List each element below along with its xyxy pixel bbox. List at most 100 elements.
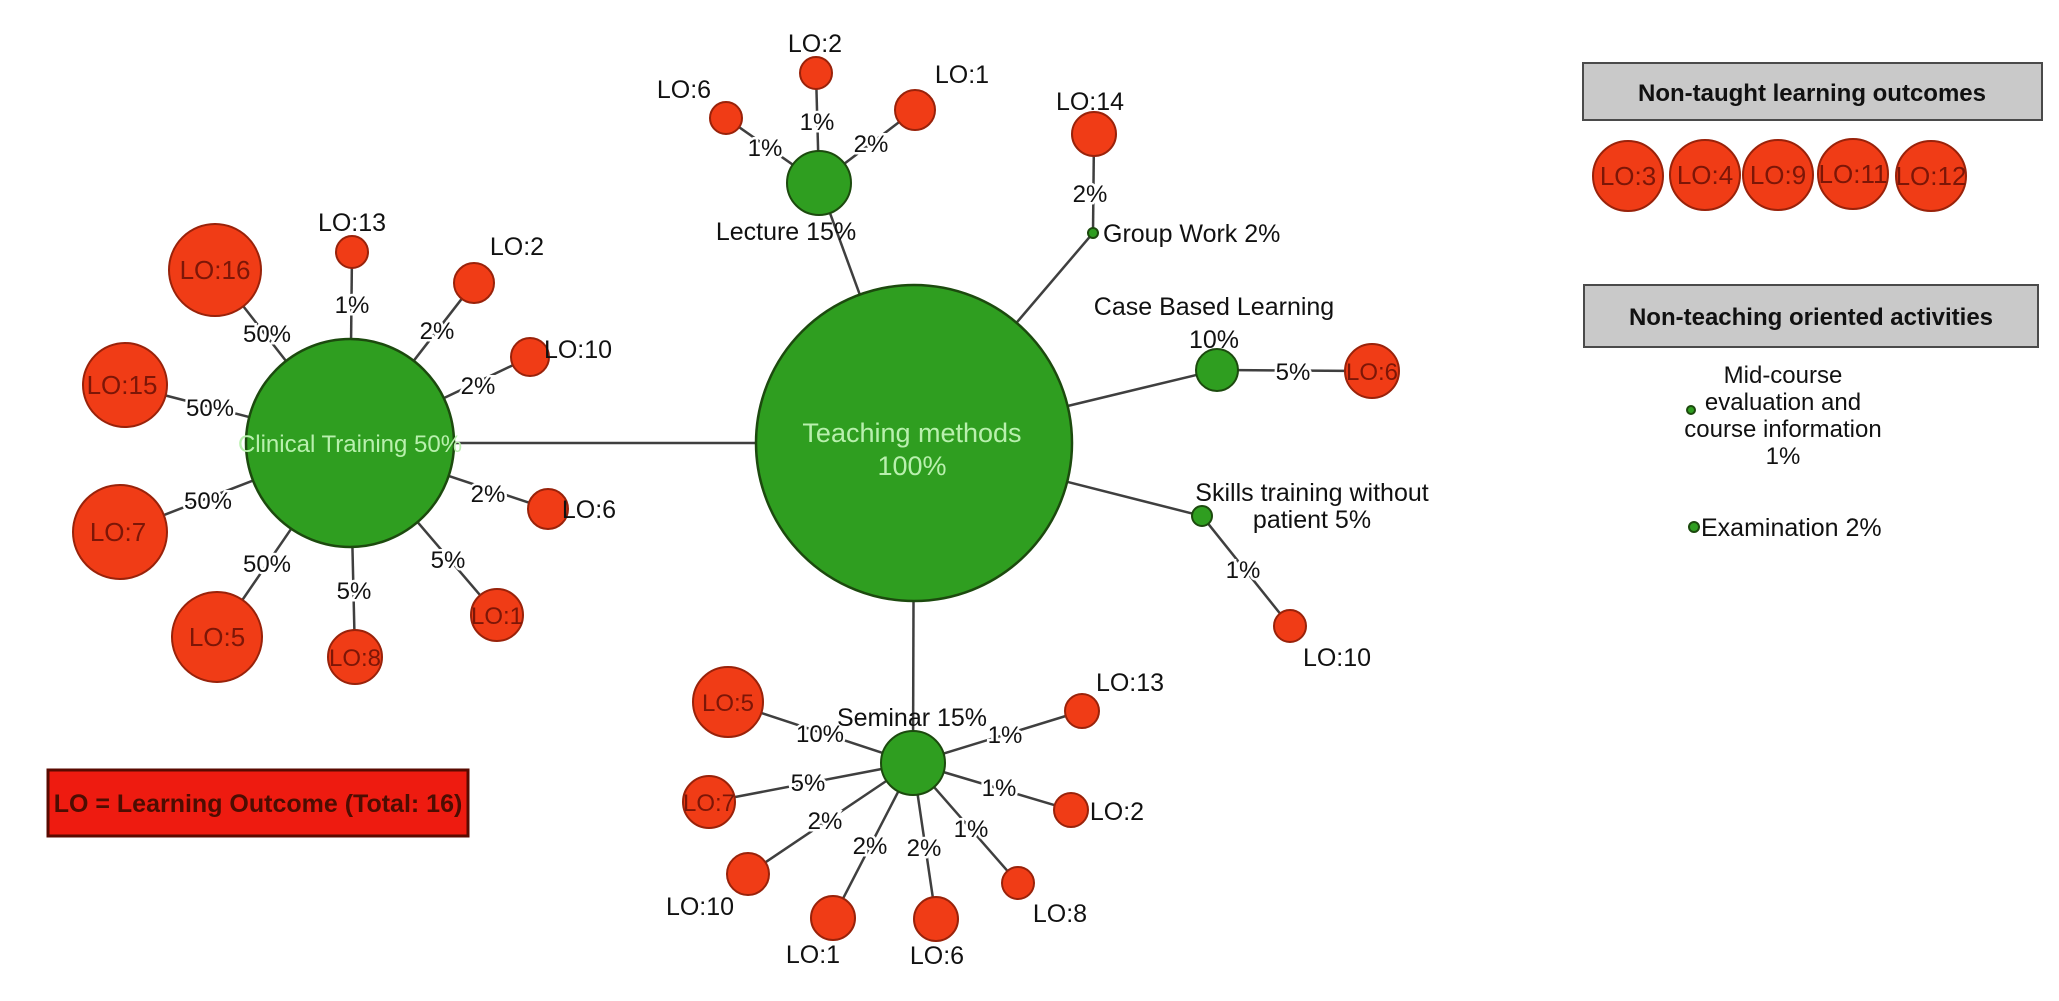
non-teaching-header-box	[1583, 284, 2039, 348]
node-label-midcourse: 1%	[1766, 443, 1801, 470]
node-label-lo13_s: LO:13	[1096, 669, 1164, 697]
edge-lecture-lo2_l	[815, 88, 820, 152]
node-label-lo3_p: LO:3	[1600, 161, 1656, 191]
node-label-lo4_p: LO:4	[1677, 160, 1733, 190]
edge-label-clinical-lo2_c: 2%	[420, 318, 455, 345]
edge-label-seminar-lo2_s: 1%	[982, 775, 1017, 802]
node-lo1_l	[894, 89, 936, 131]
edge-clinical-lo16	[242, 305, 288, 362]
node-lo4_p	[1669, 139, 1741, 211]
edge-label-cbl-lo6_cbl: 5%	[1276, 359, 1311, 386]
node-lo12_p	[1895, 140, 1967, 212]
node-lo6_cbl	[1344, 343, 1400, 399]
node-label-seminar: Seminar 15%	[837, 704, 987, 732]
edge-seminar-lo5_s	[760, 711, 884, 755]
edge-label-seminar-lo5_s: 10%	[796, 721, 844, 748]
node-label-lo8: LO:8	[329, 645, 381, 672]
node-label-skills: patient 5%	[1253, 506, 1371, 534]
node-lo1_c	[470, 588, 524, 642]
non-taught-header-box	[1582, 62, 2043, 121]
node-lo14	[1071, 111, 1117, 157]
node-label-lo13_c: LO:13	[318, 209, 386, 237]
node-label-lo12_p: LO:12	[1896, 161, 1967, 191]
node-lo1_s	[810, 895, 856, 941]
edge-label-clinical-lo15: 50%	[186, 395, 234, 422]
node-midcourse	[1686, 405, 1696, 415]
node-label-lo6_l: LO:6	[657, 76, 711, 104]
node-cbl	[1195, 348, 1239, 392]
node-label-lo10_s: LO:10	[1303, 644, 1371, 672]
node-label-lo7: LO:7	[90, 517, 146, 547]
node-lo10_sem	[726, 852, 770, 896]
edge-seminar-lo8_s	[933, 786, 1009, 872]
node-lo13_s	[1064, 693, 1100, 729]
node-label-lo1_s: LO:1	[786, 941, 840, 969]
node-lo5_s	[692, 666, 764, 738]
node-lo2_s	[1053, 792, 1089, 828]
node-lo10_s	[1273, 609, 1307, 643]
node-lo11_p	[1817, 138, 1889, 210]
node-label-lo10_sem: LO:10	[666, 893, 734, 921]
node-label-skills: Skills training without	[1195, 479, 1428, 507]
panel-non-taught: Non-taught learning outcomes	[1582, 62, 2043, 121]
edge-label-seminar-lo7_s: 5%	[791, 770, 826, 797]
edge-clinical-lo2_c	[412, 298, 463, 362]
node-skills	[1191, 505, 1213, 527]
legend-label: LO = Learning Outcome (Total: 16)	[54, 790, 463, 818]
node-label-lo16: LO:16	[180, 255, 251, 285]
edge-clinical-lo13_c	[349, 267, 354, 340]
node-label-groupwork: Group Work 2%	[1103, 220, 1280, 248]
edge-label-clinical-lo10_c: 2%	[461, 373, 496, 400]
node-teaching	[754, 283, 1074, 603]
edge-clinical-lo10_c	[443, 364, 514, 400]
edge-seminar-lo2_s	[943, 770, 1056, 807]
labels-layer: 50% 1% 2% 2% 50% 50% 50% 5% 5% 2% 1% 1% 2% 2% 5% 1% 10% 5…	[87, 30, 1967, 970]
node-label-exam: Examination 2%	[1701, 514, 1882, 542]
node-label-lo15: LO:15	[87, 370, 158, 400]
node-lo10_c	[510, 337, 550, 377]
panel-non-teaching: Non-teaching oriented activities	[1583, 284, 2039, 348]
edge-label-lecture-lo6_l: 1%	[748, 135, 783, 162]
node-label-lo14: LO:14	[1056, 88, 1124, 116]
node-lecture	[786, 150, 852, 216]
edge-seminar-lo6_s	[916, 794, 935, 898]
node-label-lo5_s: LO:5	[702, 690, 754, 717]
edge-label-lecture-lo1_l: 2%	[854, 131, 889, 158]
node-lo8	[327, 629, 383, 685]
node-label-lo2_c: LO:2	[490, 233, 544, 261]
node-label-midcourse: course information	[1684, 416, 1881, 443]
node-clinical	[244, 337, 456, 549]
node-lo13_c	[335, 235, 369, 269]
node-label-lo6_cbl: LO:6	[1346, 359, 1398, 386]
node-label-teaching: 100%	[877, 451, 946, 481]
node-lo2_l	[799, 56, 833, 90]
edge-label-clinical-lo13_c: 1%	[335, 292, 370, 319]
node-label-lo10_c: LO:10	[544, 336, 612, 364]
node-lo6_s	[913, 896, 959, 942]
edge-clinical-lo15	[165, 394, 250, 419]
edge-label-seminar-lo8_s: 1%	[954, 816, 989, 843]
edge-lecture-lo1_l	[843, 121, 900, 165]
node-label-cbl: Case Based Learning	[1094, 293, 1334, 321]
node-label-lo1_l: LO:1	[935, 61, 989, 89]
edge-label-clinical-lo5: 50%	[243, 551, 291, 578]
edges-layer	[163, 88, 1346, 900]
edge-teaching-skills	[1066, 480, 1193, 515]
edge-label-seminar-lo13_s: 1%	[988, 722, 1023, 749]
edge-label-groupwork-lo14: 2%	[1073, 181, 1108, 208]
node-lo5	[171, 591, 263, 683]
node-label-teaching: Teaching methods	[802, 418, 1021, 448]
edge-teaching-cbl	[1067, 373, 1197, 408]
node-label-lo8_s: LO:8	[1033, 900, 1087, 928]
edge-label-clinical-lo16: 50%	[243, 321, 291, 348]
edge-clinical-lo8	[351, 546, 356, 631]
edge-label-seminar-lo1_s: 2%	[853, 833, 888, 860]
node-lo9_p	[1742, 139, 1814, 211]
node-groupwork	[1087, 227, 1099, 239]
edge-clinical-lo6_c	[448, 474, 530, 504]
edge-teaching-groupwork	[1015, 235, 1091, 324]
node-label-midcourse: Mid-course	[1724, 362, 1843, 389]
node-seminar	[880, 730, 946, 796]
